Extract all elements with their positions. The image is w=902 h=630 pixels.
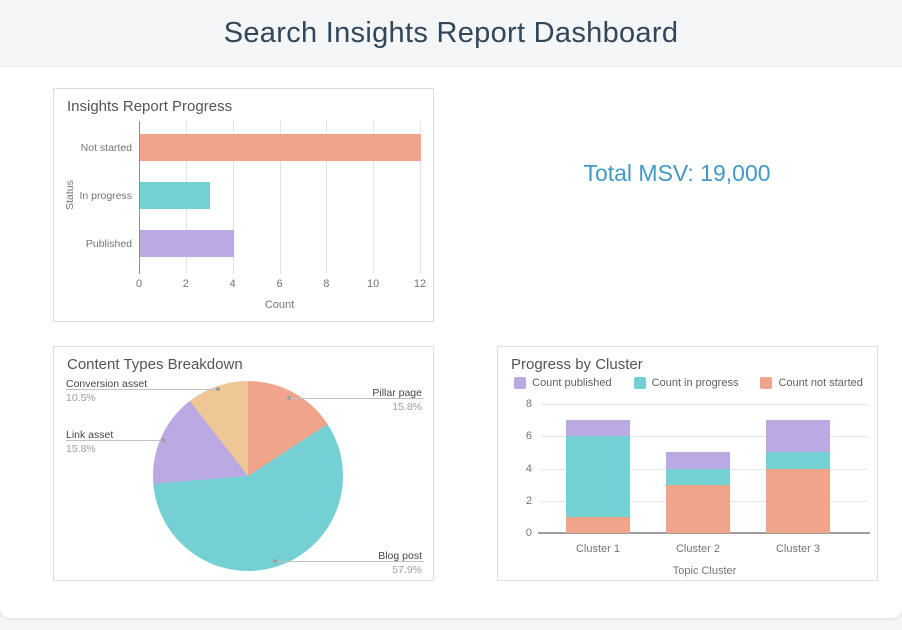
pie-label-blog-post: Blog post [378, 550, 422, 562]
x-axis-title-topic-cluster: Topic Cluster [672, 565, 737, 577]
content-types-pie[interactable] [153, 381, 343, 571]
chart-legend: Count published Count in progress Count no… [498, 377, 879, 389]
pie-label-link-asset: Link asset [66, 429, 114, 441]
pie-callout-line [66, 440, 164, 441]
gridline [326, 121, 328, 274]
stack-segment-cluster-1-count-in-progress[interactable] [566, 436, 630, 517]
legend-label: Count in progress [651, 377, 739, 389]
gridline [420, 121, 421, 274]
x-axis-title-count: Count [264, 299, 295, 311]
pie-callout-dot [273, 559, 277, 563]
bar-not-started[interactable] [140, 134, 421, 161]
category-label-published: Published [85, 237, 132, 250]
legend-item-count-not-started[interactable]: Count not started [760, 377, 863, 389]
content-area: Insights Report Progress Status 0 2 4 6 8 10 1… [0, 67, 902, 618]
panel-content-types-breakdown: Content Types Breakdown Conversion asset… [53, 346, 434, 581]
stacked-bar-plot-area [538, 404, 870, 534]
gridline [373, 121, 375, 274]
pie-pct-link-asset: 15.8% [66, 443, 96, 455]
stack-segment-cluster-2-count-not-started[interactable] [666, 484, 730, 533]
category-label-cluster-2: Cluster 2 [675, 543, 721, 555]
pie-callout-dot [216, 387, 220, 391]
gridline [279, 121, 281, 274]
chart-title-insights-report-progress: Insights Report Progress [67, 98, 233, 115]
gridline [541, 404, 868, 405]
pie-pct-pillar-page: 15.8% [392, 401, 422, 413]
y-tick-label: 2 [525, 494, 532, 507]
y-axis-baseline [139, 121, 140, 274]
chart-title-progress-by-cluster: Progress by Cluster [511, 356, 643, 373]
y-tick-label: 8 [525, 398, 532, 410]
stack-segment-cluster-3-count-not-started[interactable] [766, 468, 830, 533]
gridline [232, 121, 234, 274]
pie-label-conversion-asset: Conversion asset [66, 378, 148, 390]
legend-swatch-count-published [514, 377, 527, 389]
legend-item-count-published[interactable]: Count published [514, 377, 612, 389]
x-tick-label: 12 [413, 278, 427, 290]
panel-progress-by-cluster: Progress by Cluster Count published Count… [497, 346, 878, 581]
category-label-cluster-1: Cluster 1 [575, 543, 621, 555]
x-tick-label: 10 [367, 278, 380, 290]
x-tick-label: 0 [135, 278, 143, 290]
page-title: Search Insights Report Dashboard [223, 17, 679, 49]
legend-label: Count not started [778, 377, 863, 389]
legend-swatch-count-not-started [760, 377, 773, 389]
pie-callout-line [288, 398, 424, 399]
bar-chart-plot-area: 0 2 4 6 8 10 12 [136, 121, 426, 290]
stack-segment-cluster-1-count-published[interactable] [566, 420, 630, 437]
total-msv-kpi: Total MSV: 19,000 [583, 160, 771, 186]
legend-swatch-count-in-progress [633, 377, 646, 389]
legend-label: Count published [532, 377, 612, 389]
x-axis-baseline [538, 532, 870, 534]
x-tick-label: 2 [182, 278, 189, 290]
category-label-not-started: Not started [80, 141, 132, 154]
pie-callout-dot [161, 438, 165, 442]
chart-title-content-types-breakdown: Content Types Breakdown [67, 356, 243, 373]
x-tick-label: 8 [323, 278, 330, 290]
panel-insights-report-progress: Insights Report Progress Status 0 2 4 6 8 10 1… [53, 88, 434, 322]
stack-segment-cluster-2-count-in-progress[interactable] [666, 468, 730, 485]
stack-segment-cluster-2-count-published[interactable] [666, 452, 730, 469]
dashboard-header: Search Insights Report Dashboard [0, 0, 902, 67]
stack-segment-cluster-1-count-not-started[interactable] [566, 516, 630, 533]
stack-segment-cluster-3-count-in-progress[interactable] [766, 452, 830, 469]
bar-in-progress[interactable] [140, 182, 211, 209]
pie-callout-dot [287, 396, 291, 400]
pie-pct-blog-post: 57.9% [392, 564, 422, 576]
x-tick-label: 4 [229, 278, 236, 290]
x-tick-label: 6 [276, 278, 283, 290]
pie-pct-conversion-asset: 10.5% [66, 392, 96, 404]
category-label-cluster-3: Cluster 3 [775, 543, 821, 555]
y-tick-label: 0 [525, 527, 532, 539]
category-label-in-progress: In progress [79, 189, 132, 202]
y-tick-label: 6 [525, 430, 532, 443]
stack-segment-cluster-3-count-published[interactable] [766, 420, 830, 453]
bar-published[interactable] [140, 230, 234, 257]
gridline [541, 436, 868, 438]
pie-callout-line [66, 389, 219, 390]
y-tick-label: 4 [525, 462, 532, 475]
pie-callout-line [274, 561, 424, 562]
legend-item-count-in-progress[interactable]: Count in progress [633, 377, 739, 389]
pie-label-pillar-page: Pillar page [372, 387, 422, 399]
